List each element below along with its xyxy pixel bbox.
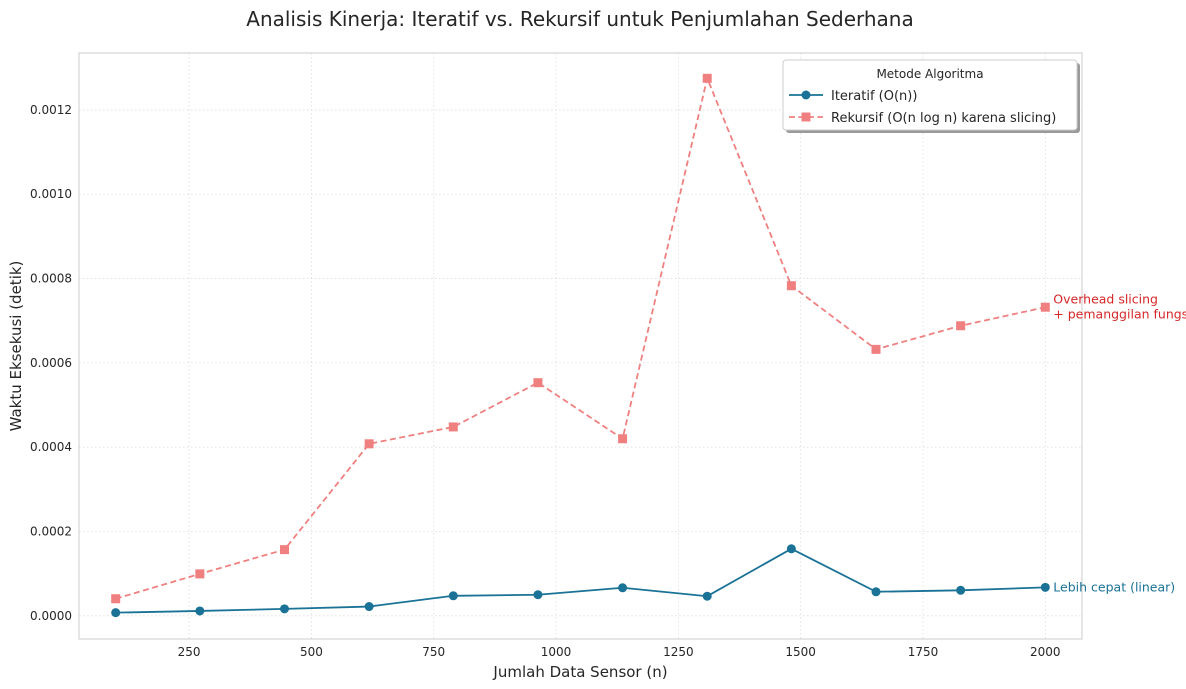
legend-marker-iteratif [801, 90, 811, 100]
x-axis-title: Jumlah Data Sensor (n) [492, 663, 667, 681]
y-tick-label: 0.0000 [30, 609, 72, 623]
data-point-rekursif [533, 378, 543, 388]
annotation-rekursif: + pemanggilan fungsi [1053, 307, 1186, 322]
legend-title: Metode Algoritma [876, 67, 983, 81]
legend: Metode Algoritma Iteratif (O(n)) Rekursi… [782, 59, 1080, 133]
data-point-rekursif [448, 422, 458, 432]
x-tick-label: 1500 [785, 645, 816, 659]
legend-label-rekursif: Rekursif (O(n log n) karena slicing) [831, 111, 1056, 126]
x-tick-label: 1750 [908, 645, 939, 659]
data-point-rekursif [279, 545, 289, 555]
data-point-iteratif [111, 608, 121, 618]
data-point-iteratif [533, 590, 543, 600]
plot-frame [78, 52, 1083, 640]
data-point-rekursif [786, 281, 796, 291]
series-layer [111, 73, 1050, 618]
y-tick-label: 0.0004 [30, 440, 72, 454]
data-point-iteratif [448, 591, 458, 601]
annotation-iteratif: Lebih cepat (linear) [1053, 579, 1175, 594]
data-point-rekursif [364, 439, 374, 449]
series-line-rekursif [115, 75, 1046, 600]
y-tick-label: 0.0008 [30, 272, 72, 286]
data-point-iteratif [364, 602, 374, 612]
data-point-rekursif [871, 344, 881, 354]
legend-label-iteratif: Iteratif (O(n)) [831, 89, 917, 104]
x-tick-label: 1000 [541, 645, 572, 659]
chart-title: Analisis Kinerja: Iteratif vs. Rekursif … [246, 7, 913, 31]
data-point-iteratif [618, 583, 628, 593]
data-point-iteratif [195, 606, 205, 616]
data-point-rekursif [956, 321, 966, 331]
data-point-rekursif [195, 569, 205, 579]
data-point-iteratif [786, 544, 796, 554]
legend-item-rekursif: Rekursif (O(n log n) karena slicing) [789, 111, 1056, 126]
series-iteratif [111, 544, 1050, 618]
data-point-rekursif [618, 434, 628, 444]
data-point-iteratif [1040, 582, 1050, 592]
y-axis-title: Waktu Eksekusi (detik) [7, 261, 25, 432]
x-tick-label: 750 [422, 645, 445, 659]
legend-box [782, 59, 1078, 131]
y-tick-label: 0.0002 [30, 524, 72, 538]
data-point-iteratif [279, 604, 289, 614]
annotation-rekursif: Overhead slicing [1053, 292, 1158, 307]
x-tick-label: 2000 [1030, 645, 1061, 659]
x-tick-label: 1250 [663, 645, 694, 659]
y-tick-label: 0.0012 [30, 103, 72, 117]
legend-item-iteratif: Iteratif (O(n)) [789, 89, 917, 104]
data-point-rekursif [702, 73, 712, 83]
x-tick-label: 250 [178, 645, 201, 659]
data-point-rekursif [111, 594, 121, 604]
y-tick-label: 0.0006 [30, 356, 72, 370]
legend-marker-rekursif [801, 112, 811, 122]
data-point-iteratif [956, 585, 966, 595]
x-tick-label: 500 [300, 645, 323, 659]
annotation-layer: Overhead slicing+ pemanggilan fungsi Lebi… [1053, 292, 1186, 595]
grid-layer [79, 53, 1082, 639]
y-axis-ticks: 0.0000 0.0002 0.0004 0.0006 0.0008 0.0010 0.00… [30, 103, 72, 623]
x-axis-ticks: 250 500 750 1000 1250 1500 1750 2000 [178, 645, 1061, 659]
data-point-iteratif [871, 587, 881, 597]
data-point-rekursif [1040, 302, 1050, 312]
data-point-iteratif [702, 591, 712, 601]
series-line-iteratif [115, 547, 1046, 614]
y-tick-label: 0.0010 [30, 187, 72, 201]
series-rekursif [111, 73, 1050, 604]
